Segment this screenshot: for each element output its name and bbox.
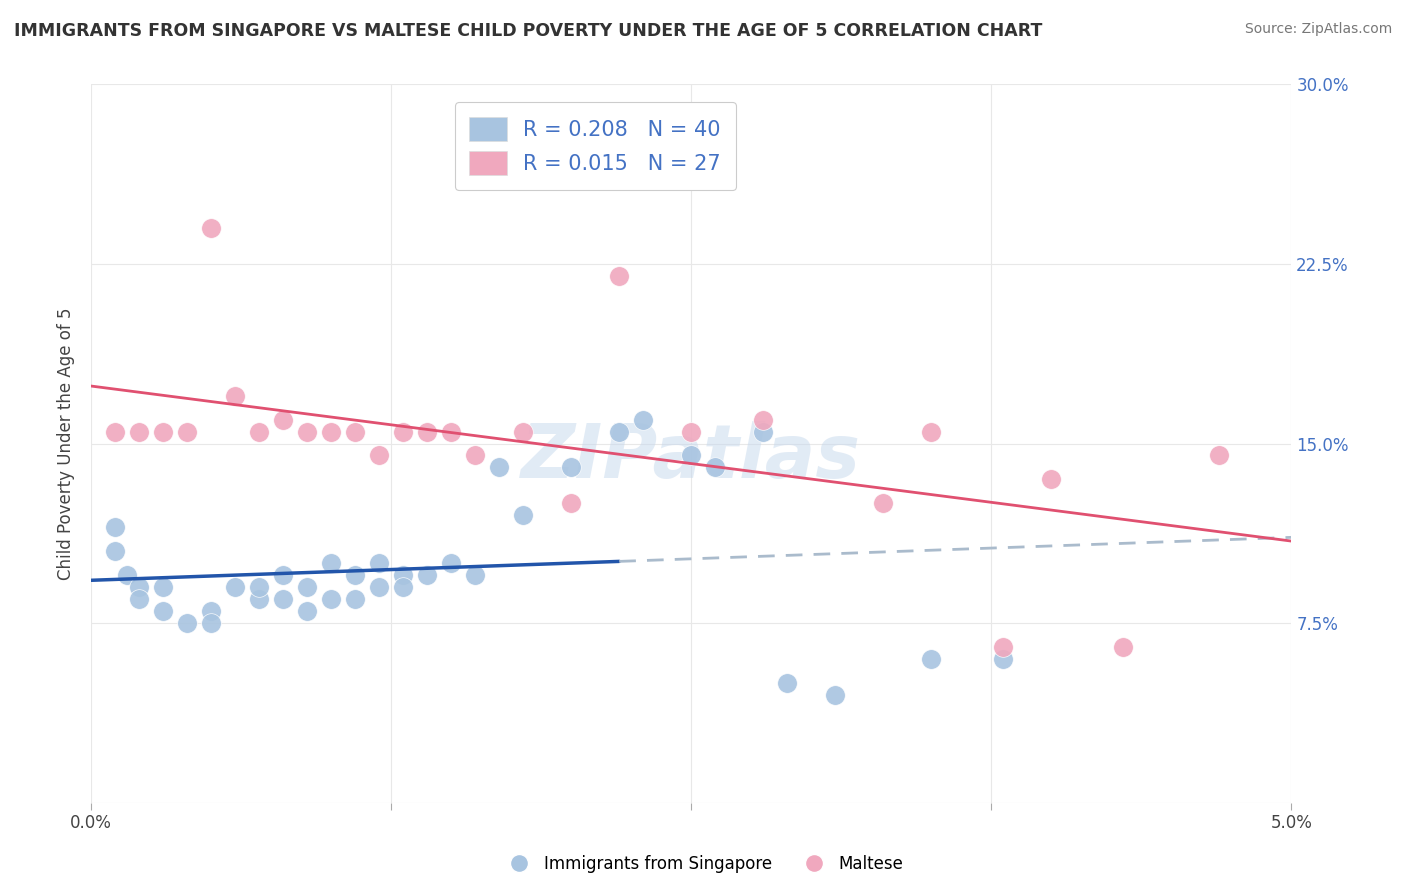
Point [176, 615, 198, 630]
Point [872, 496, 894, 510]
Point [295, 580, 318, 594]
Point [416, 425, 439, 439]
Point [152, 425, 174, 439]
Point [224, 389, 246, 403]
Point [128, 592, 150, 607]
Point [464, 449, 486, 463]
Point [752, 425, 775, 439]
Point [247, 425, 270, 439]
Point [1112, 640, 1135, 654]
Point [392, 425, 415, 439]
Legend: Immigrants from Singapore, Maltese: Immigrants from Singapore, Maltese [496, 848, 910, 880]
Point [344, 425, 367, 439]
Point [321, 592, 343, 607]
Point [607, 425, 630, 439]
Point [416, 568, 439, 582]
Point [128, 425, 150, 439]
Point [200, 604, 222, 618]
Text: Source: ZipAtlas.com: Source: ZipAtlas.com [1244, 22, 1392, 37]
Point [344, 592, 367, 607]
Point [115, 568, 138, 582]
Point [560, 460, 582, 475]
Text: IMMIGRANTS FROM SINGAPORE VS MALTESE CHILD POVERTY UNDER THE AGE OF 5 CORRELATIO: IMMIGRANTS FROM SINGAPORE VS MALTESE CHI… [14, 22, 1042, 40]
Point [440, 425, 463, 439]
Point [104, 425, 127, 439]
Point [247, 592, 270, 607]
Point [392, 568, 415, 582]
Point [104, 544, 127, 558]
Point [271, 412, 294, 426]
Y-axis label: Child Poverty Under the Age of 5: Child Poverty Under the Age of 5 [58, 307, 75, 580]
Point [464, 568, 486, 582]
Point [321, 556, 343, 570]
Point [1208, 449, 1230, 463]
Point [993, 652, 1015, 666]
Point [392, 580, 415, 594]
Point [488, 460, 510, 475]
Legend: R = 0.208   N = 40, R = 0.015   N = 27: R = 0.208 N = 40, R = 0.015 N = 27 [454, 102, 735, 190]
Point [295, 425, 318, 439]
Point [344, 568, 367, 582]
Point [1040, 472, 1063, 486]
Point [776, 676, 799, 690]
Point [176, 425, 198, 439]
Point [368, 556, 391, 570]
Point [607, 268, 630, 283]
Point [752, 412, 775, 426]
Point [200, 615, 222, 630]
Point [271, 568, 294, 582]
Point [152, 604, 174, 618]
Point [704, 460, 727, 475]
Point [295, 604, 318, 618]
Point [152, 580, 174, 594]
Point [368, 449, 391, 463]
Point [224, 580, 246, 594]
Point [128, 580, 150, 594]
Point [993, 640, 1015, 654]
Point [368, 580, 391, 594]
Point [560, 496, 582, 510]
Point [681, 449, 703, 463]
Point [631, 412, 654, 426]
Point [681, 425, 703, 439]
Point [512, 425, 534, 439]
Point [920, 652, 942, 666]
Point [200, 221, 222, 235]
Point [920, 425, 942, 439]
Text: ZIPatlas: ZIPatlas [522, 421, 862, 494]
Point [104, 520, 127, 534]
Point [321, 425, 343, 439]
Point [824, 688, 846, 702]
Point [440, 556, 463, 570]
Point [247, 580, 270, 594]
Point [512, 508, 534, 523]
Point [271, 592, 294, 607]
